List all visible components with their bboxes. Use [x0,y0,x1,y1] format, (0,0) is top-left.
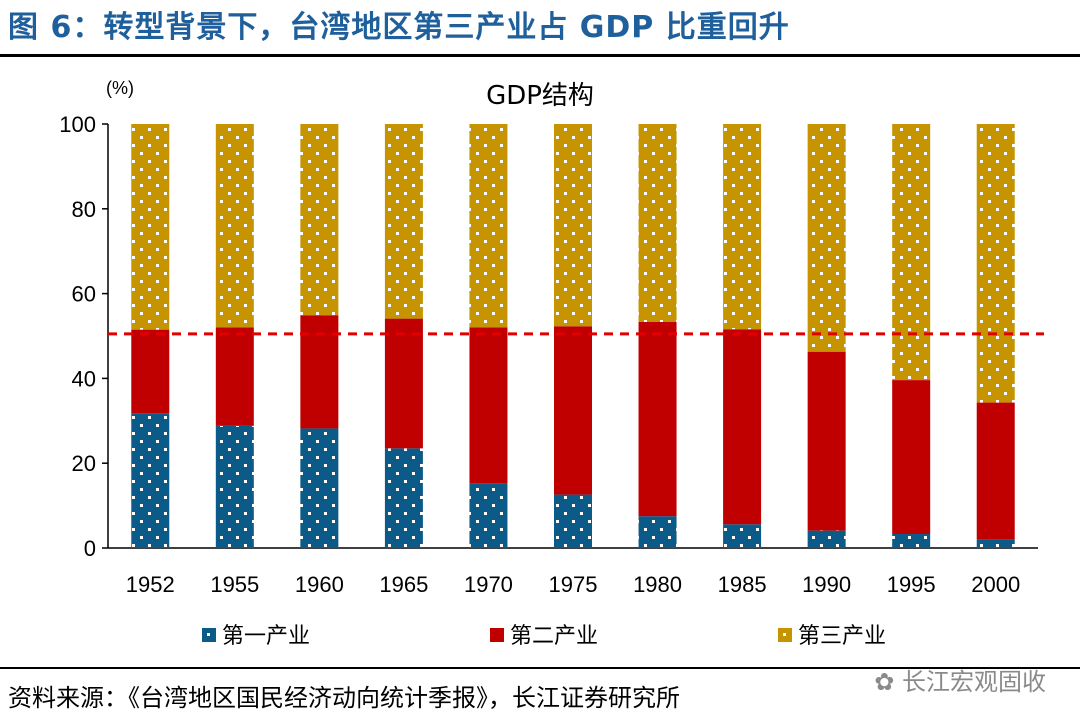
bar-segment-1-1952 [131,413,170,548]
y-tick-label: 100 [59,112,96,137]
plot-area: 0 20 40 60 80 100 1952 1955 1960 1965 1970 1975 1980… [59,112,1044,597]
bottom-rule [0,667,1080,669]
bar-segment-3-1965 [384,124,423,319]
bar-segment-2-1965 [384,318,423,449]
bar-segment-1-1995 [892,534,931,548]
bar-segment-2-1995 [892,380,931,535]
bar-segment-1-2000 [976,539,1015,548]
bar-segment-3-1960 [300,124,339,316]
gdp-structure-chart: GDP结构 (%) 0 20 40 60 80 100 1952 1955 1960 1965 19… [59,78,1044,649]
x-tick-label: 1980 [633,572,682,597]
y-tick-label: 80 [72,197,96,222]
x-tick-label: 1975 [549,572,598,597]
bar-segment-1-1990 [807,530,846,548]
bar-segment-3-1975 [554,124,592,327]
bar-segment-1-1985 [723,524,762,548]
legend-swatch-dot [207,633,210,636]
x-tick-label: 1965 [379,572,428,597]
legend-swatch-2 [490,628,504,642]
x-tick-label: 1990 [802,572,851,597]
legend-label-1: 第一产业 [222,624,310,649]
x-tick-label: 1960 [295,572,344,597]
chart-title: GDP结构 [486,81,594,111]
bar-segment-3-1955 [215,124,254,328]
x-tick-label: 1995 [887,572,936,597]
y-tick-label: 40 [72,366,96,391]
y-tick-label: 20 [72,451,96,476]
bar-segment-1-1955 [215,425,254,548]
top-rule [0,54,1080,57]
bar-segment-3-1970 [469,124,508,328]
bar-segment-2-2000 [976,402,1015,540]
y-tick-label: 0 [84,536,96,561]
y-tick-label: 60 [72,282,96,307]
watermark: ✿ 长江宏观固收 [874,662,1046,697]
bar-segment-1-1965 [384,448,423,548]
bar-segment-1-1980 [638,516,677,548]
legend: 第一产业 第二产业 第三产业 [202,624,886,649]
watermark-text: 长江宏观固收 [902,668,1046,696]
bar-segment-3-2000 [976,124,1015,403]
bar-segment-2-1975 [554,326,592,495]
bar-segment-2-1990 [807,351,846,531]
bar-segment-2-1955 [215,327,254,426]
bar-segment-3-1980 [638,124,677,323]
bar-segment-2-1980 [638,322,677,517]
bar-segment-2-1952 [131,329,170,414]
bar-segment-3-1985 [723,124,762,330]
bar-segment-2-1960 [300,315,339,429]
legend-label-3: 第三产业 [798,624,886,649]
x-tick-label: 1952 [126,572,175,597]
x-tick-label: 2000 [971,572,1020,597]
wechat-icon: ✿ [874,668,902,696]
bar-segment-2-1970 [469,327,508,484]
bar-segment-1-1970 [469,483,508,548]
x-tick-label: 1955 [210,572,259,597]
legend-swatch-dot [783,633,786,636]
y-axis-unit-label: (%) [106,78,134,98]
bar-segment-1-1975 [554,494,592,548]
bar-segment-3-1952 [131,124,170,330]
x-tick-label: 1985 [718,572,767,597]
x-tick-label: 1970 [464,572,513,597]
bar-segment-3-1995 [892,124,931,381]
bar-segment-2-1985 [723,329,762,525]
figure-title: 图 6：转型背景下，台湾地区第三产业占 GDP 比重回升 [8,10,790,45]
bar-segment-3-1990 [807,124,846,352]
bar-segment-1-1960 [300,428,339,548]
source-note: 资料来源：《台湾地区国民经济动向统计季报》，长江证券研究所 [8,684,680,712]
legend-label-2: 第二产业 [510,624,598,649]
